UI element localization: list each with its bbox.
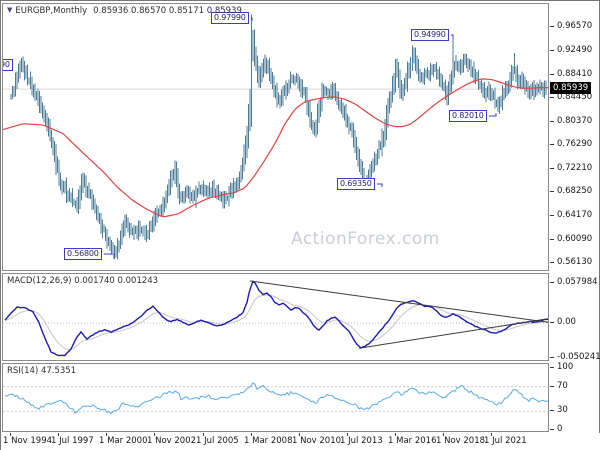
time-axis-tick [10,433,11,436]
axis-tick-label: 0.96570 [557,21,593,31]
axis-tick [550,191,554,192]
time-axis-tick [491,433,492,436]
rsi-label: RSI(14) 47.5351 [7,366,77,376]
time-axis-label: 1 Jul 1997 [51,436,94,446]
axis-tick [550,386,554,387]
trendline [249,280,548,323]
time-axis-label: 1 Jul 2013 [340,436,383,446]
axis-tick-label: 0.84450 [557,92,593,102]
time-axis-tick [299,433,300,436]
axis-tick-label: 0.80370 [557,116,593,126]
rsi-axis: 100 70 30 0 [550,362,600,434]
price-label[interactable]: 0.94990 [411,29,449,41]
axis-tick [550,282,554,283]
price-label[interactable]: 90 [3,59,13,71]
axis-tick [550,262,554,263]
time-axis-label: 1 Nov 2010 [292,436,342,446]
time-axis-label: 1 Jul 2005 [196,436,239,446]
trendline [358,318,548,349]
axis-tick [550,144,554,145]
macd-chart [3,280,548,357]
axis-tick [550,74,554,75]
axis-tick-label: -0.050241 [557,352,600,362]
axis-tick [550,239,554,240]
rsi-chart [3,382,548,415]
time-axis: 1 Nov 1994 1 Jul 1997 1 Mar 2000 1 Nov 2002… [1,433,600,450]
price-label-connector [104,253,115,259]
macd-line [4,280,548,357]
axis-tick-label: 0 [557,424,563,434]
axis-tick [550,168,554,169]
axis-tick-label: 0.00 [557,317,576,327]
axis-tick-label: 0.88410 [557,69,593,79]
macd-label: MACD(12,26,9) 0.001740 0.001243 [7,276,159,286]
axis-tick [550,50,554,51]
price-axis: 0.96570 0.92490 0.88410 0.84450 0.80370 0.762… [550,3,600,271]
price-label[interactable]: 0.56800 [64,248,102,260]
time-axis-label: 1 Nov 2002 [147,436,197,446]
time-axis-label: 1 Mar 2016 [388,436,437,446]
time-axis-label: 1 Mar 2000 [99,436,148,446]
time-axis-tick [106,433,107,436]
time-axis-label: 1 Nov 2018 [436,436,486,446]
price-chart [3,14,548,260]
time-axis-label: 1 Nov 1994 [3,436,53,446]
price-label[interactable]: 0.82010 [449,110,487,122]
ohlc-values: 0.85936 0.86570 0.85171 0.85939 [93,6,242,16]
axis-tick [550,121,554,122]
rsi-line [4,382,548,415]
axis-tick [550,26,554,27]
time-axis-label: 1 Mar 2008 [244,436,293,446]
watermark: ActionForex.com [291,229,440,249]
price-label-connector [451,34,454,38]
axis-tick-label: 0.92490 [557,45,593,55]
axis-tick-label: 0.64170 [557,210,593,220]
axis-tick-label: 0.76290 [557,139,593,149]
price-label-connector [489,113,497,117]
axis-tick [550,322,554,323]
time-axis-tick [251,433,252,436]
axis-tick-label: 30 [557,405,568,415]
time-axis-label: 1 Jul 2021 [484,436,527,446]
axis-tick [550,410,554,411]
axis-tick-label: 0.057984 [557,277,598,287]
time-axis-tick [58,433,59,436]
price-label-connector [251,17,253,21]
axis-tick [550,357,554,358]
axis-tick [550,215,554,216]
axis-tick [550,429,554,430]
rsi-panel: RSI(14) 47.5351 [2,363,549,432]
symbol-name: EURGBP,Monthly [15,6,88,16]
axis-tick [550,367,554,368]
time-axis-tick [443,433,444,436]
axis-tick-label: 100 [557,362,574,372]
price-label[interactable]: 0.69350 [337,178,375,190]
axis-tick [550,97,554,98]
axis-tick-label: 70 [557,381,568,391]
chart-title: ▼ EURGBP,Monthly 0.85936 0.86570 0.85171 0… [7,6,242,16]
axis-tick-label: 0.60090 [557,234,593,244]
price-panel: ▼ EURGBP,Monthly 0.85936 0.86570 0.85171 0… [2,3,549,271]
macd-panel: MACD(12,26,9) 0.001740 0.001243 [2,273,549,361]
axis-tick-label: 0.72210 [557,163,593,173]
axis-tick-label: 0.68250 [557,186,593,196]
macd-signal-line [4,294,548,351]
time-axis-tick [154,433,155,436]
axis-tick-label: 0.56130 [557,257,593,267]
symbol-dropdown-icon[interactable]: ▼ [7,6,13,14]
time-axis-tick [347,433,348,436]
current-price-tag: 0.85939 [550,82,592,94]
price-label-connector [377,183,383,187]
price-label[interactable]: 0.97990 [211,12,249,24]
time-axis-tick [203,433,204,436]
macd-axis: 0.057984 0.00 -0.050241 [550,273,600,362]
time-axis-tick [395,433,396,436]
ma-line [3,78,548,218]
